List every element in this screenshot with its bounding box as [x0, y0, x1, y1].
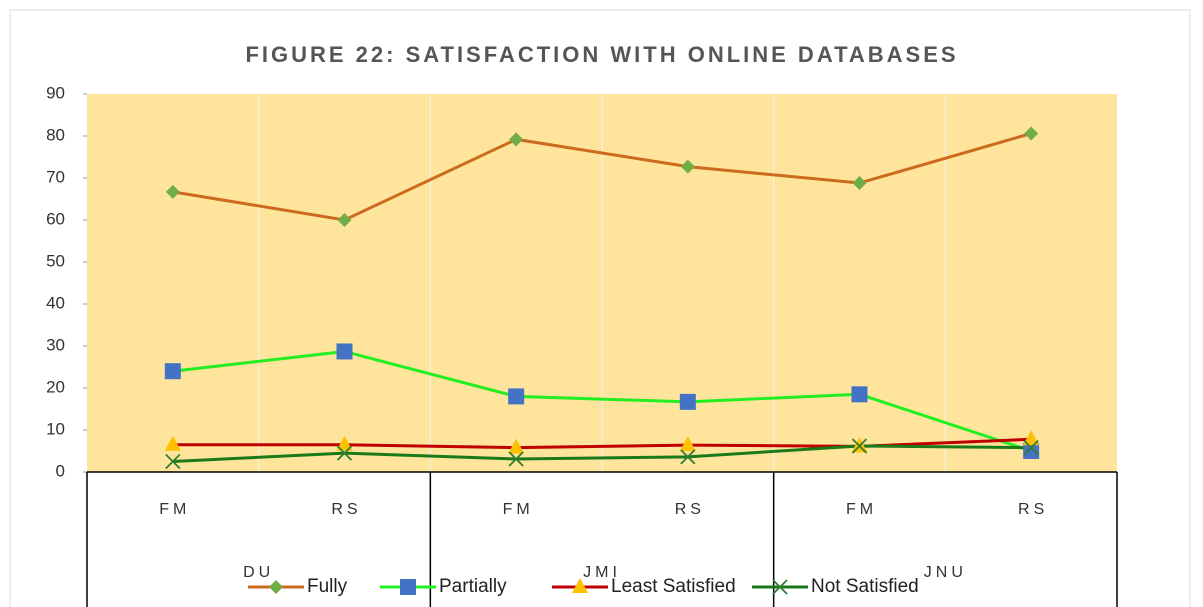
- y-tick-label: 50: [46, 251, 65, 270]
- marker: [679, 436, 696, 452]
- group-label: DU: [243, 564, 274, 581]
- marker: [336, 445, 353, 461]
- y-tick-label: 60: [46, 209, 65, 228]
- marker: [851, 386, 868, 403]
- marker: [269, 580, 283, 594]
- series-line: [172, 444, 1032, 463]
- marker: [164, 363, 181, 380]
- y-tick-label: 20: [46, 377, 65, 396]
- y-tick-label: 40: [46, 293, 65, 312]
- marker: [508, 438, 525, 454]
- chart-title: FIGURE 22: SATISFACTION WITH ONLINE DATA…: [245, 42, 958, 67]
- y-tick-label: 90: [46, 83, 65, 102]
- legend-label: Partially: [439, 576, 507, 597]
- marker: [165, 184, 180, 199]
- x-tick-label: RS: [331, 501, 361, 518]
- marker: [680, 159, 695, 174]
- y-tick-label: 10: [46, 419, 65, 438]
- x-tick-label: RS: [675, 501, 705, 518]
- y-tick-label: 70: [46, 167, 65, 186]
- marker: [165, 453, 181, 470]
- x-tick-label: FM: [846, 501, 877, 518]
- marker: [772, 579, 788, 595]
- y-tick-label: 30: [46, 335, 65, 354]
- series-line: [172, 349, 1032, 453]
- marker: [852, 176, 867, 191]
- marker: [508, 451, 524, 467]
- marker: [572, 578, 588, 593]
- series-line: [172, 132, 1032, 222]
- group-label: JMI: [583, 564, 621, 581]
- marker: [851, 438, 868, 454]
- x-tick-label: RS: [1018, 501, 1048, 518]
- marker: [1023, 440, 1039, 456]
- marker: [336, 435, 353, 451]
- marker: [1023, 443, 1040, 459]
- legend-label: Least Satisfied: [611, 576, 736, 597]
- y-tick-label: 0: [56, 461, 65, 480]
- marker: [509, 132, 524, 147]
- marker: [1024, 126, 1039, 141]
- group-label: JNU: [924, 564, 967, 581]
- marker: [679, 393, 696, 410]
- y-tick-label: 80: [46, 125, 65, 144]
- marker: [1023, 430, 1040, 446]
- marker: [680, 449, 696, 465]
- legend-label: Fully: [307, 576, 348, 597]
- marker: [336, 343, 353, 360]
- marker: [400, 579, 416, 595]
- legend-label: Not Satisfied: [811, 576, 919, 597]
- x-tick-label: FM: [159, 501, 190, 518]
- marker: [164, 435, 181, 451]
- marker: [508, 388, 525, 405]
- x-tick-label: FM: [503, 501, 534, 518]
- marker: [337, 213, 352, 227]
